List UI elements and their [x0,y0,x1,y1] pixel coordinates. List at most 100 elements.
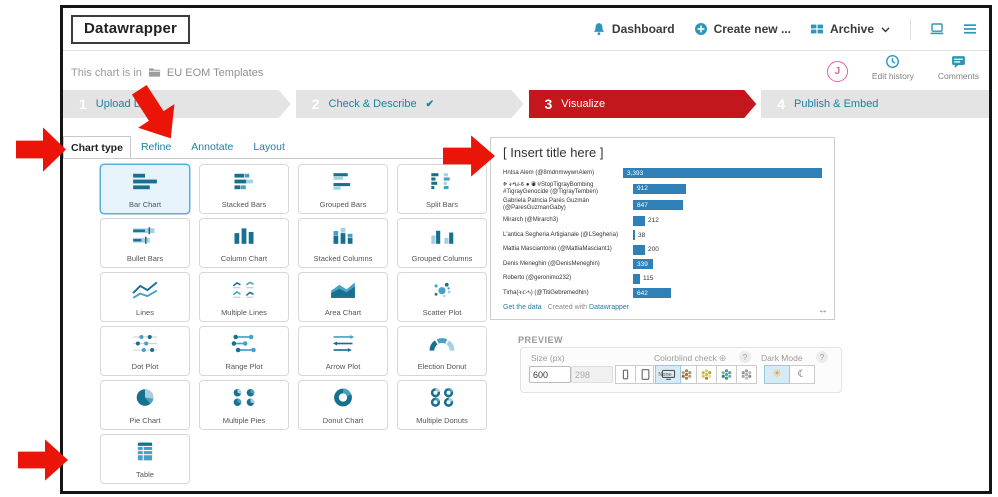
colorblind-protanopia-button[interactable] [696,365,717,384]
chart-type-label: Stacked Bars [221,200,267,209]
resize-handle-icon[interactable]: ↔ [818,305,828,316]
colorblind-tritanopia-button[interactable] [716,365,737,384]
step-2[interactable]: 2 Check & Describe ✔ [296,90,524,118]
phone-icon [622,369,629,380]
editor-tabs: Chart type Refine Annotate Layout [63,136,488,159]
chart-type-label: Multiple Lines [221,308,267,317]
chevron-down-icon [880,24,891,35]
bar-value: 912 [637,185,648,192]
bar-rows: Hntsa Alem (@8mdnmwywnAlem) 3,393 ቅ ትግራይ ●… [503,167,822,299]
chart-type-label: Grouped Columns [411,254,473,263]
step-4[interactable]: 4 Publish & Embed [761,90,989,118]
tab-annotate[interactable]: Annotate [191,141,234,153]
chart-type-bar-chart[interactable]: Bar Chart [100,164,190,214]
bar-category-label: Denis Meneghin (@DenisMeneghin) [503,260,600,267]
tab-refine[interactable]: Refine [140,141,172,153]
chart-type-range-plot[interactable]: Range Plot [199,326,289,376]
bar-track: 3,393 [623,168,822,178]
edit-history-button[interactable]: Edit history [872,54,914,81]
nav-archive-label: Archive [829,22,874,36]
bar-track: 38 [633,230,822,240]
range-plot-icon [231,334,258,353]
nav-create-new[interactable]: Create new ... [694,22,791,36]
main-menu-button[interactable] [963,22,977,36]
chart-type-scatter-plot[interactable]: Scatter Plot [397,272,487,322]
step-label: Publish & Embed [794,98,879,110]
annotation-arrow-chart-type [16,127,66,172]
chart-type-multiple-donuts[interactable]: Multiple Donuts [397,380,487,430]
multiple-donuts-icon [429,388,456,407]
donut-chart-icon [330,388,357,407]
chart-type-label: Grouped Bars [319,200,367,209]
chart-type-label: Bar Chart [128,200,162,209]
chart-type-multiple-pies[interactable]: Multiple Pies [199,380,289,430]
nav-archive[interactable]: Archive [810,22,891,36]
chart-type-label: Donut Chart [322,416,364,425]
chart-type-split-bars[interactable]: Split Bars [397,164,487,214]
comments-button[interactable]: Comments [938,54,979,81]
bar-track: 212 [633,215,822,226]
chart-type-stacked-columns[interactable]: Stacked Columns [298,218,388,268]
desktop-preview-button[interactable] [655,365,681,384]
device-view-button[interactable] [930,22,944,36]
chart-type-dot-plot[interactable]: Dot Plot [100,326,190,376]
bar: 339 [633,259,653,269]
bar: 642 [633,288,671,298]
size-label: Size (px) [531,353,565,363]
bar [633,230,635,240]
chart-type-pie-chart[interactable]: Pie Chart [100,380,190,430]
mobile-preview-button[interactable] [615,365,636,384]
light-mode-button[interactable]: ☀ [764,365,790,384]
breadcrumb-prefix: This chart is in [71,66,142,79]
chart-preview-panel: [ Insert title here ] Hntsa Alem (@8mdnm… [490,137,835,320]
step-1[interactable]: 1 Upload Data [63,90,291,118]
get-the-data-link[interactable]: Get the data [503,304,542,311]
step-label: Visualize [561,98,606,110]
height-input[interactable] [571,366,613,383]
chart-type-label: Column Chart [220,254,268,263]
chart-type-table[interactable]: Table [100,434,190,484]
preview-section-label: PREVIEW [518,335,564,345]
bar [633,244,645,255]
footer-separator: · [541,304,548,311]
chart-type-column-chart[interactable]: Column Chart [199,218,289,268]
chart-type-label: Multiple Pies [222,416,266,425]
folder-link[interactable]: EU EOM Templates [166,66,264,79]
step-number: 2 [311,96,320,112]
dark-mode-button[interactable]: ☾ [789,365,815,384]
chart-type-multiple-lines[interactable]: Multiple Lines [199,272,289,322]
datawrapper-logo[interactable]: Datawrapper [71,14,191,44]
colorblind-monochrome-button[interactable] [736,365,757,384]
colorblind-help-button[interactable]: ? [739,351,751,363]
nav-dashboard-label: Dashboard [611,22,675,36]
topbar: Datawrapper Dashboard Create new ... [63,8,989,51]
bar: 847 [633,200,683,210]
device-toggle-group [615,365,681,384]
avatar[interactable]: J [826,61,848,82]
step-3[interactable]: 3 Visualize [529,90,757,118]
bar-value: 200 [648,246,659,253]
step-label: Check & Describe [328,98,417,110]
darkmode-help-button[interactable]: ? [816,351,828,363]
workflow-steps: 1 Upload Data 2 Check & Describe ✔ 3 Visualize… [63,90,989,118]
datawrapper-link[interactable]: Datawrapper [589,304,630,311]
chart-type-lines[interactable]: Lines [100,272,190,322]
tab-layout[interactable]: Layout [253,141,285,153]
sun-icon: ☀ [772,368,782,380]
bar-value: 3,393 [627,169,644,177]
nav-dashboard[interactable]: Dashboard [592,22,675,36]
tab-chart-type[interactable]: Chart type [63,136,131,158]
bar [633,215,645,226]
chart-title[interactable]: [ Insert title here ] [503,145,604,160]
chart-type-grouped-bars[interactable]: Grouped Bars [298,164,388,214]
chart-type-bullet-bars[interactable]: Bullet Bars [100,218,190,268]
chart-type-label: Election Donut [417,362,467,371]
chart-type-area-chart[interactable]: Area Chart [298,272,388,322]
chart-type-grouped-columns[interactable]: Grouped Columns [397,218,487,268]
chart-type-arrow-plot[interactable]: Arrow Plot [298,326,388,376]
chart-type-label: Dot Plot [131,362,159,371]
chart-type-election-donut[interactable]: Election Donut [397,326,487,376]
chart-type-donut-chart[interactable]: Donut Chart [298,380,388,430]
chart-type-stacked-bars[interactable]: Stacked Bars [199,164,289,214]
width-input[interactable] [529,366,571,383]
